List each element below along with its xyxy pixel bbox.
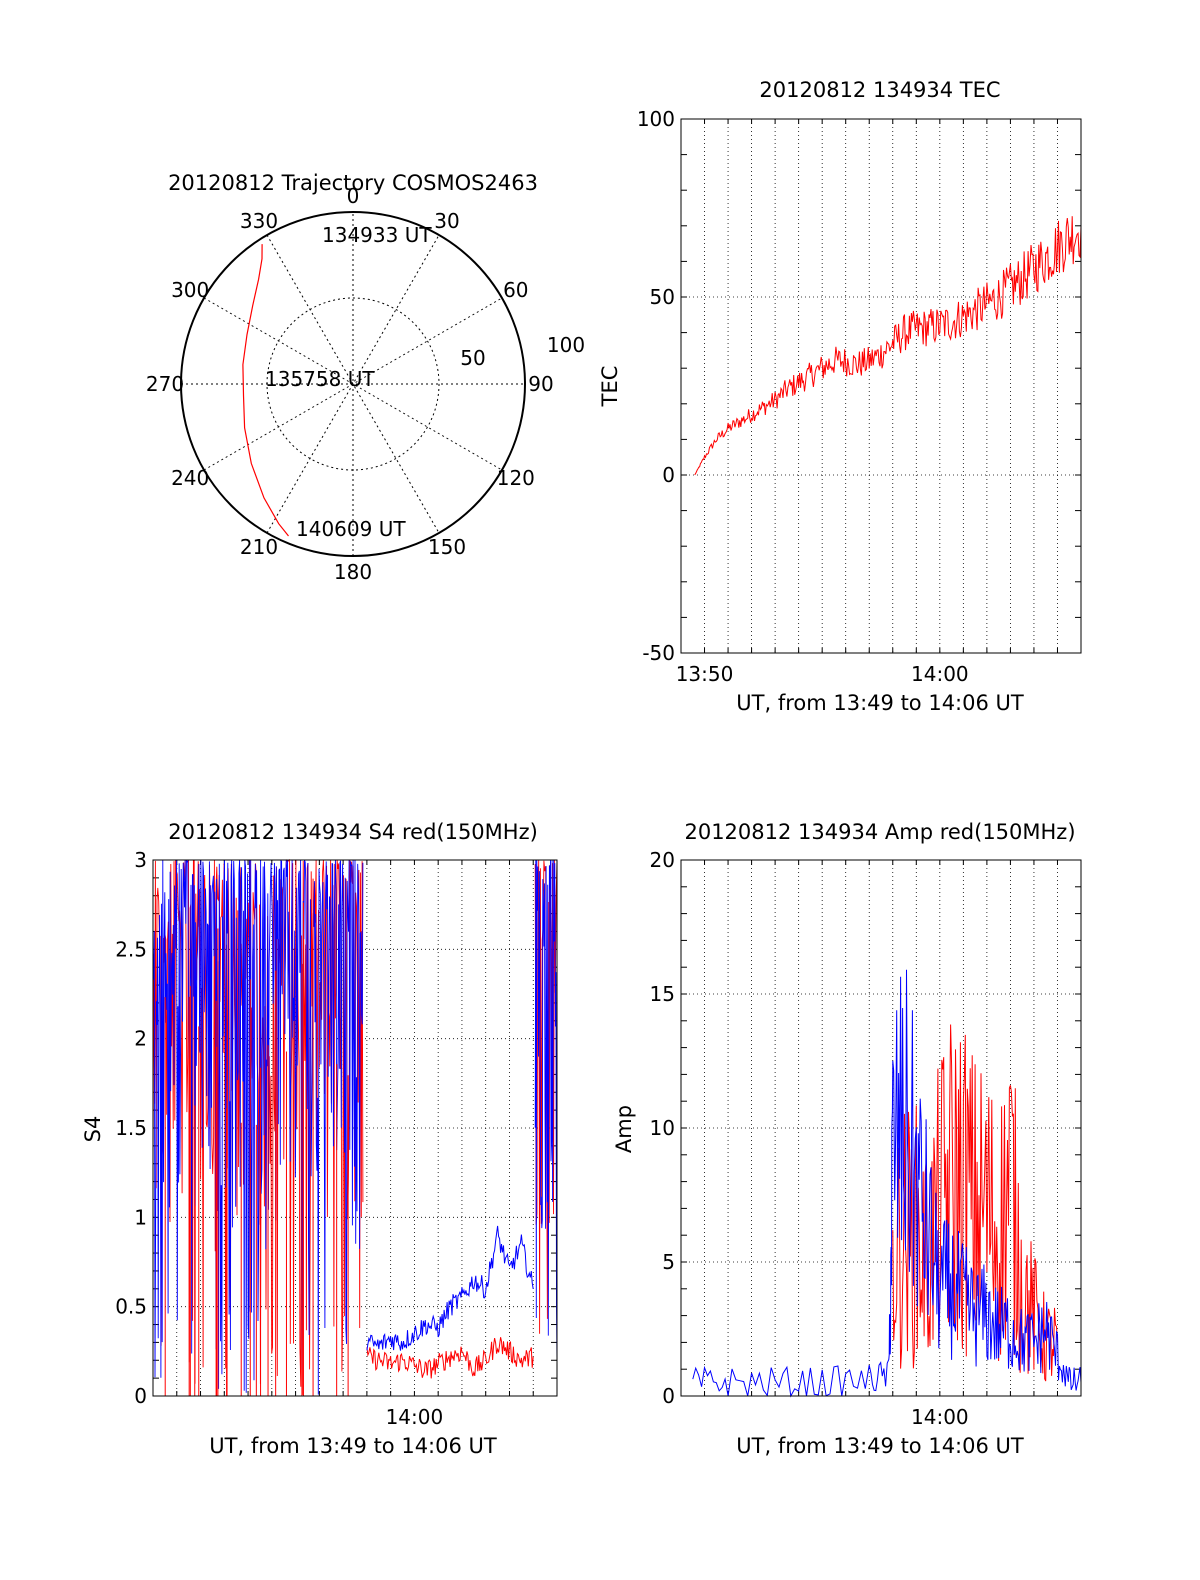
y-tick-label: 100: [637, 107, 675, 131]
polar-title: 20120812 Trajectory COSMOS2463: [168, 171, 538, 195]
s4-title: 20120812 134934 S4 red(150MHz): [168, 820, 538, 844]
tec-series: [694, 216, 1082, 476]
amp-title: 20120812 134934 Amp red(150MHz): [684, 820, 1075, 844]
y-tick-label: 0: [662, 463, 675, 487]
s4-blue-line: [366, 1225, 534, 1351]
amp-ylabel: Amp: [612, 1105, 636, 1153]
y-tick-label: 10: [650, 1116, 675, 1140]
polar-azimuth-label: 30: [434, 209, 459, 233]
y-tick-label: 50: [650, 285, 675, 309]
y-tick-label: 2.5: [115, 937, 147, 961]
tec-xlabel: UT, from 13:49 to 14:06 UT: [736, 691, 1024, 715]
tec-frame: [680, 118, 1082, 654]
amp-blue-line: [692, 969, 1082, 1398]
polar-grid-ring: [266, 297, 440, 471]
s4-ylabel: S4: [81, 1116, 105, 1143]
y-tick-label: 1: [134, 1205, 147, 1229]
polar-annotation-start: 134933 UT: [322, 223, 432, 247]
polar-azimuth-label: 60: [503, 278, 528, 302]
amp-tick-labels: 0 5 10 15 20 14:00: [650, 848, 969, 1429]
y-tick-label: 0: [662, 1384, 675, 1408]
y-tick-label: 1.5: [115, 1116, 147, 1140]
y-tick-label: -50: [642, 641, 675, 665]
polar-radial-label-100: 100: [547, 333, 585, 357]
polar-azimuth-label: 90: [528, 372, 553, 396]
s4-xlabel: UT, from 13:49 to 14:06 UT: [209, 1434, 497, 1458]
amp-xlabel: UT, from 13:49 to 14:06 UT: [736, 1434, 1024, 1458]
y-tick-label: 5: [662, 1250, 675, 1274]
s4-red-noise-left: [152, 858, 364, 1395]
tec-grid: [680, 118, 1082, 654]
x-tick-label: 14:00: [911, 662, 969, 686]
y-tick-label: 0.5: [115, 1295, 147, 1319]
polar-azimuth-label: 0: [347, 184, 360, 208]
polar-trajectory-line: [242, 244, 289, 537]
s4-blue-noise-left: [152, 859, 364, 1395]
polar-azimuth-labels: 0 30 60 90 120 150 180 210 240 270 300 330: [146, 184, 554, 584]
polar-grid: [181, 212, 525, 556]
s4-panel: 20120812 134934 S4 red(150MHz) S4 UT, fr…: [81, 820, 558, 1458]
tec-ylabel: TEC: [598, 366, 622, 408]
s4-noise-traces: [152, 858, 558, 1396]
x-tick-label: 14:00: [911, 1405, 969, 1429]
polar-trajectory: [242, 244, 289, 537]
s4-series: [366, 1225, 534, 1379]
polar-azimuth-label: 120: [497, 466, 535, 490]
polar-azimuth-label: 240: [171, 466, 209, 490]
polar-azimuth-label: 330: [240, 209, 278, 233]
y-tick-label: 0: [134, 1384, 147, 1408]
x-tick-label: 14:00: [386, 1405, 444, 1429]
s4-tick-labels: 0 0.5 1 1.5 2 2.5 3 14:00: [115, 848, 443, 1429]
amp-frame: [680, 859, 1082, 1397]
polar-azimuth-label: 210: [240, 535, 278, 559]
s4-blue-noise-right: [534, 859, 558, 1364]
tec-title: 20120812 134934 TEC: [759, 78, 1000, 102]
y-tick-label: 15: [650, 982, 675, 1006]
s4-red-line: [366, 1337, 534, 1379]
x-tick-label: 13:50: [676, 662, 734, 686]
amp-panel: 20120812 134934 Amp red(150MHz) Amp UT, …: [612, 820, 1082, 1458]
y-tick-label: 20: [650, 848, 675, 872]
polar-azimuth-label: 180: [334, 560, 372, 584]
polar-radial-label-50: 50: [460, 346, 485, 370]
amp-red-line: [892, 1024, 1058, 1382]
polar-azimuth-label: 300: [171, 278, 209, 302]
y-tick-label: 2: [134, 1027, 147, 1051]
polar-azimuth-label: 270: [146, 372, 184, 396]
y-tick-label: 3: [134, 848, 147, 872]
polar-panel: 20120812 Trajectory COSMOS2463 0 30 60 90 12…: [146, 171, 585, 584]
tec-line: [694, 216, 1082, 476]
tec-panel: 20120812 134934 TEC TEC UT, from 13:49 t…: [598, 78, 1082, 715]
polar-annotation-end: 140609 UT: [296, 517, 406, 541]
polar-azimuth-label: 150: [428, 535, 466, 559]
polar-grid-spoke: [266, 234, 440, 534]
polar-frame: [180, 211, 526, 557]
tec-tick-labels: -50 0 50 100 13:50 14:00: [637, 107, 969, 686]
polar-annotation-mid: 135758 UT: [265, 367, 375, 391]
s4-frame: [152, 859, 558, 1397]
amp-series: [692, 969, 1082, 1398]
